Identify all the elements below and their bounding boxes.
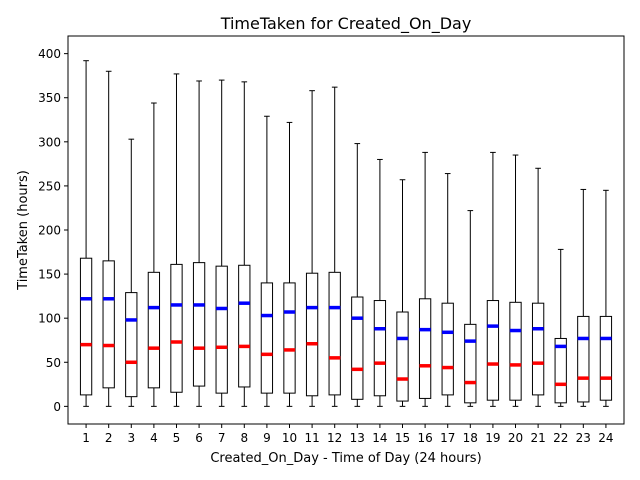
iqr-box [215, 265, 228, 394]
box-plot-22 [554, 248, 567, 407]
iqr-box [464, 323, 477, 404]
y-tick-label: 0 [53, 400, 61, 414]
iqr-box [328, 271, 341, 396]
box-plot-17 [441, 173, 454, 407]
x-tick-label: 16 [417, 431, 432, 445]
y-axis: 0 50 100 150 200 250 300 350 400 [38, 47, 68, 414]
box-plot-16 [418, 151, 432, 407]
x-tick-label: 17 [440, 431, 455, 445]
iqr-box [192, 262, 206, 387]
box-plot-1 [79, 60, 93, 407]
x-tick-label: 14 [372, 431, 387, 445]
box-plot-11 [305, 90, 319, 407]
x-tick-label: 6 [195, 431, 203, 445]
box-plot-2 [102, 70, 115, 407]
box-plot-20 [509, 154, 522, 407]
x-tick-label: 7 [218, 431, 226, 445]
iqr-box [260, 282, 274, 394]
box-plot-9 [260, 115, 274, 407]
box-plot-6 [192, 80, 206, 407]
iqr-box [509, 301, 522, 401]
iqr-box [305, 272, 319, 397]
iqr-box [125, 292, 138, 398]
x-tick-label: 9 [263, 431, 271, 445]
x-axis-label: Created_On_Day - Time of Day (24 hours) [210, 451, 481, 466]
x-tick-label: 13 [350, 431, 365, 445]
plot-area [79, 60, 613, 407]
iqr-box [351, 296, 364, 400]
box-plot-3 [125, 138, 138, 407]
x-tick-label: 1 [82, 431, 90, 445]
x-tick-label: 3 [127, 431, 135, 445]
x-tick-label: 20 [508, 431, 523, 445]
box-plot-21 [531, 167, 545, 407]
x-tick-label: 22 [553, 431, 568, 445]
x-tick-label: 23 [576, 431, 591, 445]
iqr-box [373, 300, 387, 397]
iqr-box [531, 302, 545, 396]
iqr-box [396, 311, 409, 402]
x-tick-label: 15 [395, 431, 410, 445]
y-tick-label: 250 [38, 179, 61, 193]
chart-title: TimeTaken for Created_On_Day [220, 14, 472, 34]
iqr-box [102, 260, 115, 389]
y-tick-label: 150 [38, 268, 61, 282]
y-tick-label: 300 [38, 135, 61, 149]
box-plot-23 [577, 188, 590, 407]
box-plot-8 [238, 81, 251, 407]
box-plot-19 [486, 151, 500, 407]
box-plot-18 [464, 210, 477, 407]
x-tick-label: 8 [240, 431, 248, 445]
box-plot-7 [215, 79, 228, 407]
x-tick-label: 10 [282, 431, 297, 445]
box-plot-15 [396, 179, 409, 407]
iqr-box [554, 337, 567, 404]
iqr-box [238, 264, 251, 388]
iqr-box [147, 271, 161, 389]
iqr-box [283, 282, 296, 394]
x-tick-label: 5 [173, 431, 181, 445]
box-plot-4 [147, 102, 161, 407]
y-tick-label: 100 [38, 312, 61, 326]
x-tick-label: 19 [485, 431, 500, 445]
box-plot-12 [328, 86, 341, 407]
y-tick-label: 50 [46, 356, 61, 370]
x-axis: 1 2 3 4 5 6 7 8 9 10 11 12 13 14 15 16 17 18 19 20 21 22 23 24 [82, 424, 614, 445]
x-tick-label: 21 [530, 431, 545, 445]
y-axis-label: TimeTaken (hours) [16, 170, 31, 291]
y-tick-label: 200 [38, 224, 61, 238]
box-plot-14 [373, 158, 387, 407]
iqr-box [170, 263, 183, 393]
x-tick-label: 11 [304, 431, 319, 445]
iqr-box [486, 300, 500, 401]
iqr-box [418, 298, 432, 399]
box-plot-5 [170, 73, 183, 407]
x-tick-label: 4 [150, 431, 158, 445]
box-plot-24 [599, 189, 613, 407]
iqr-box [79, 257, 93, 396]
x-tick-label: 18 [463, 431, 478, 445]
iqr-box [577, 315, 590, 403]
iqr-box [599, 315, 613, 401]
x-tick-label: 12 [327, 431, 342, 445]
x-tick-label: 24 [598, 431, 613, 445]
x-tick-label: 2 [105, 431, 113, 445]
y-tick-label: 350 [38, 91, 61, 105]
box-plot-13 [351, 143, 364, 407]
box-plot-10 [283, 121, 296, 407]
y-tick-label: 400 [38, 47, 61, 61]
iqr-box [441, 302, 454, 396]
